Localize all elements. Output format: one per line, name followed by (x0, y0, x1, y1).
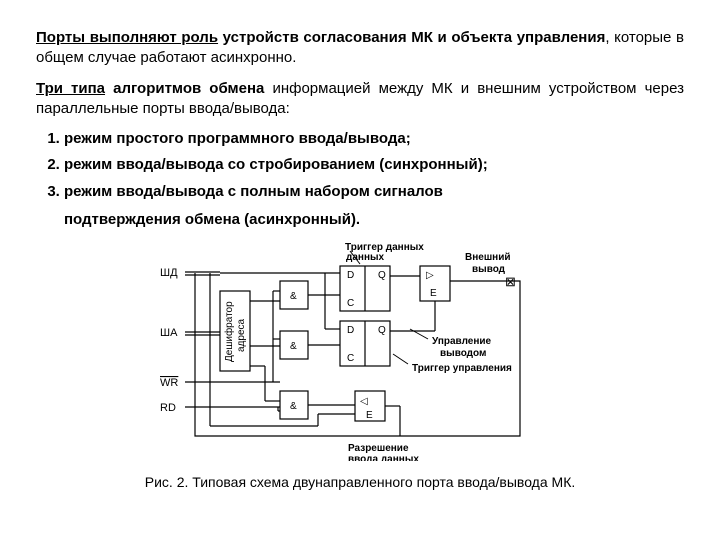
svg-text:E: E (430, 288, 437, 299)
list-item-1: режим простого программного ввода/вывода… (64, 129, 684, 149)
svg-text:ввода данных: ввода данных (348, 454, 419, 461)
svg-text:&: & (290, 401, 297, 412)
paragraph-2: Три типа алгоритмов обмена информацией м… (36, 79, 684, 120)
svg-text:◁: ◁ (360, 396, 368, 407)
svg-text:▷: ▷ (426, 270, 434, 281)
algorithm-list: режим простого программного ввода/вывода… (64, 129, 684, 202)
list-item-2: режим ввода/вывода со стробированием (си… (64, 155, 684, 175)
list-item-3: режим ввода/вывода с полным набором сигн… (64, 182, 684, 202)
svg-text:C: C (347, 298, 354, 309)
svg-text:Триггер управления: Триггер управления (412, 363, 512, 374)
svg-text:Разрешение: Разрешение (348, 443, 409, 454)
paragraph-1: Порты выполняют роль устройств согласова… (36, 28, 684, 69)
label-shd: ШД (160, 267, 178, 279)
svg-text:⊠: ⊠ (505, 274, 516, 289)
svg-text:Q: Q (378, 270, 386, 281)
svg-text:Q: Q (378, 325, 386, 336)
svg-text:C: C (347, 353, 354, 364)
svg-text:D: D (347, 325, 354, 336)
svg-text:&: & (290, 341, 297, 352)
p2-b: алгоритмов обмена (105, 80, 264, 97)
p1-b: устройств согласования МК и объекта упра… (218, 29, 605, 46)
svg-text:вывод: вывод (472, 264, 506, 275)
figure-caption: Рис. 2. Типовая схема двунаправленного п… (36, 473, 684, 492)
svg-text:&: & (290, 291, 297, 302)
list-item-3-cont: подтверждения обмена (асинхронный). (64, 210, 684, 230)
svg-text:E: E (366, 410, 373, 421)
p2-a: Три типа (36, 80, 105, 97)
p1-a: Порты выполняют роль (36, 29, 218, 46)
svg-text:адреса: адреса (236, 318, 247, 352)
label-rd: RD (160, 402, 176, 414)
svg-text:Внешний: Внешний (465, 252, 511, 263)
svg-text:Управление: Управление (432, 336, 492, 347)
label-sha: ША (160, 327, 178, 339)
svg-text:Дешифратор: Дешифратор (223, 301, 235, 362)
schematic-svg: ШД ША WR RD (150, 236, 570, 461)
svg-text:выводом: выводом (440, 348, 486, 359)
figure: ШД ША WR RD (36, 236, 684, 467)
svg-text:D: D (347, 270, 354, 281)
label-wr: WR (160, 377, 178, 389)
